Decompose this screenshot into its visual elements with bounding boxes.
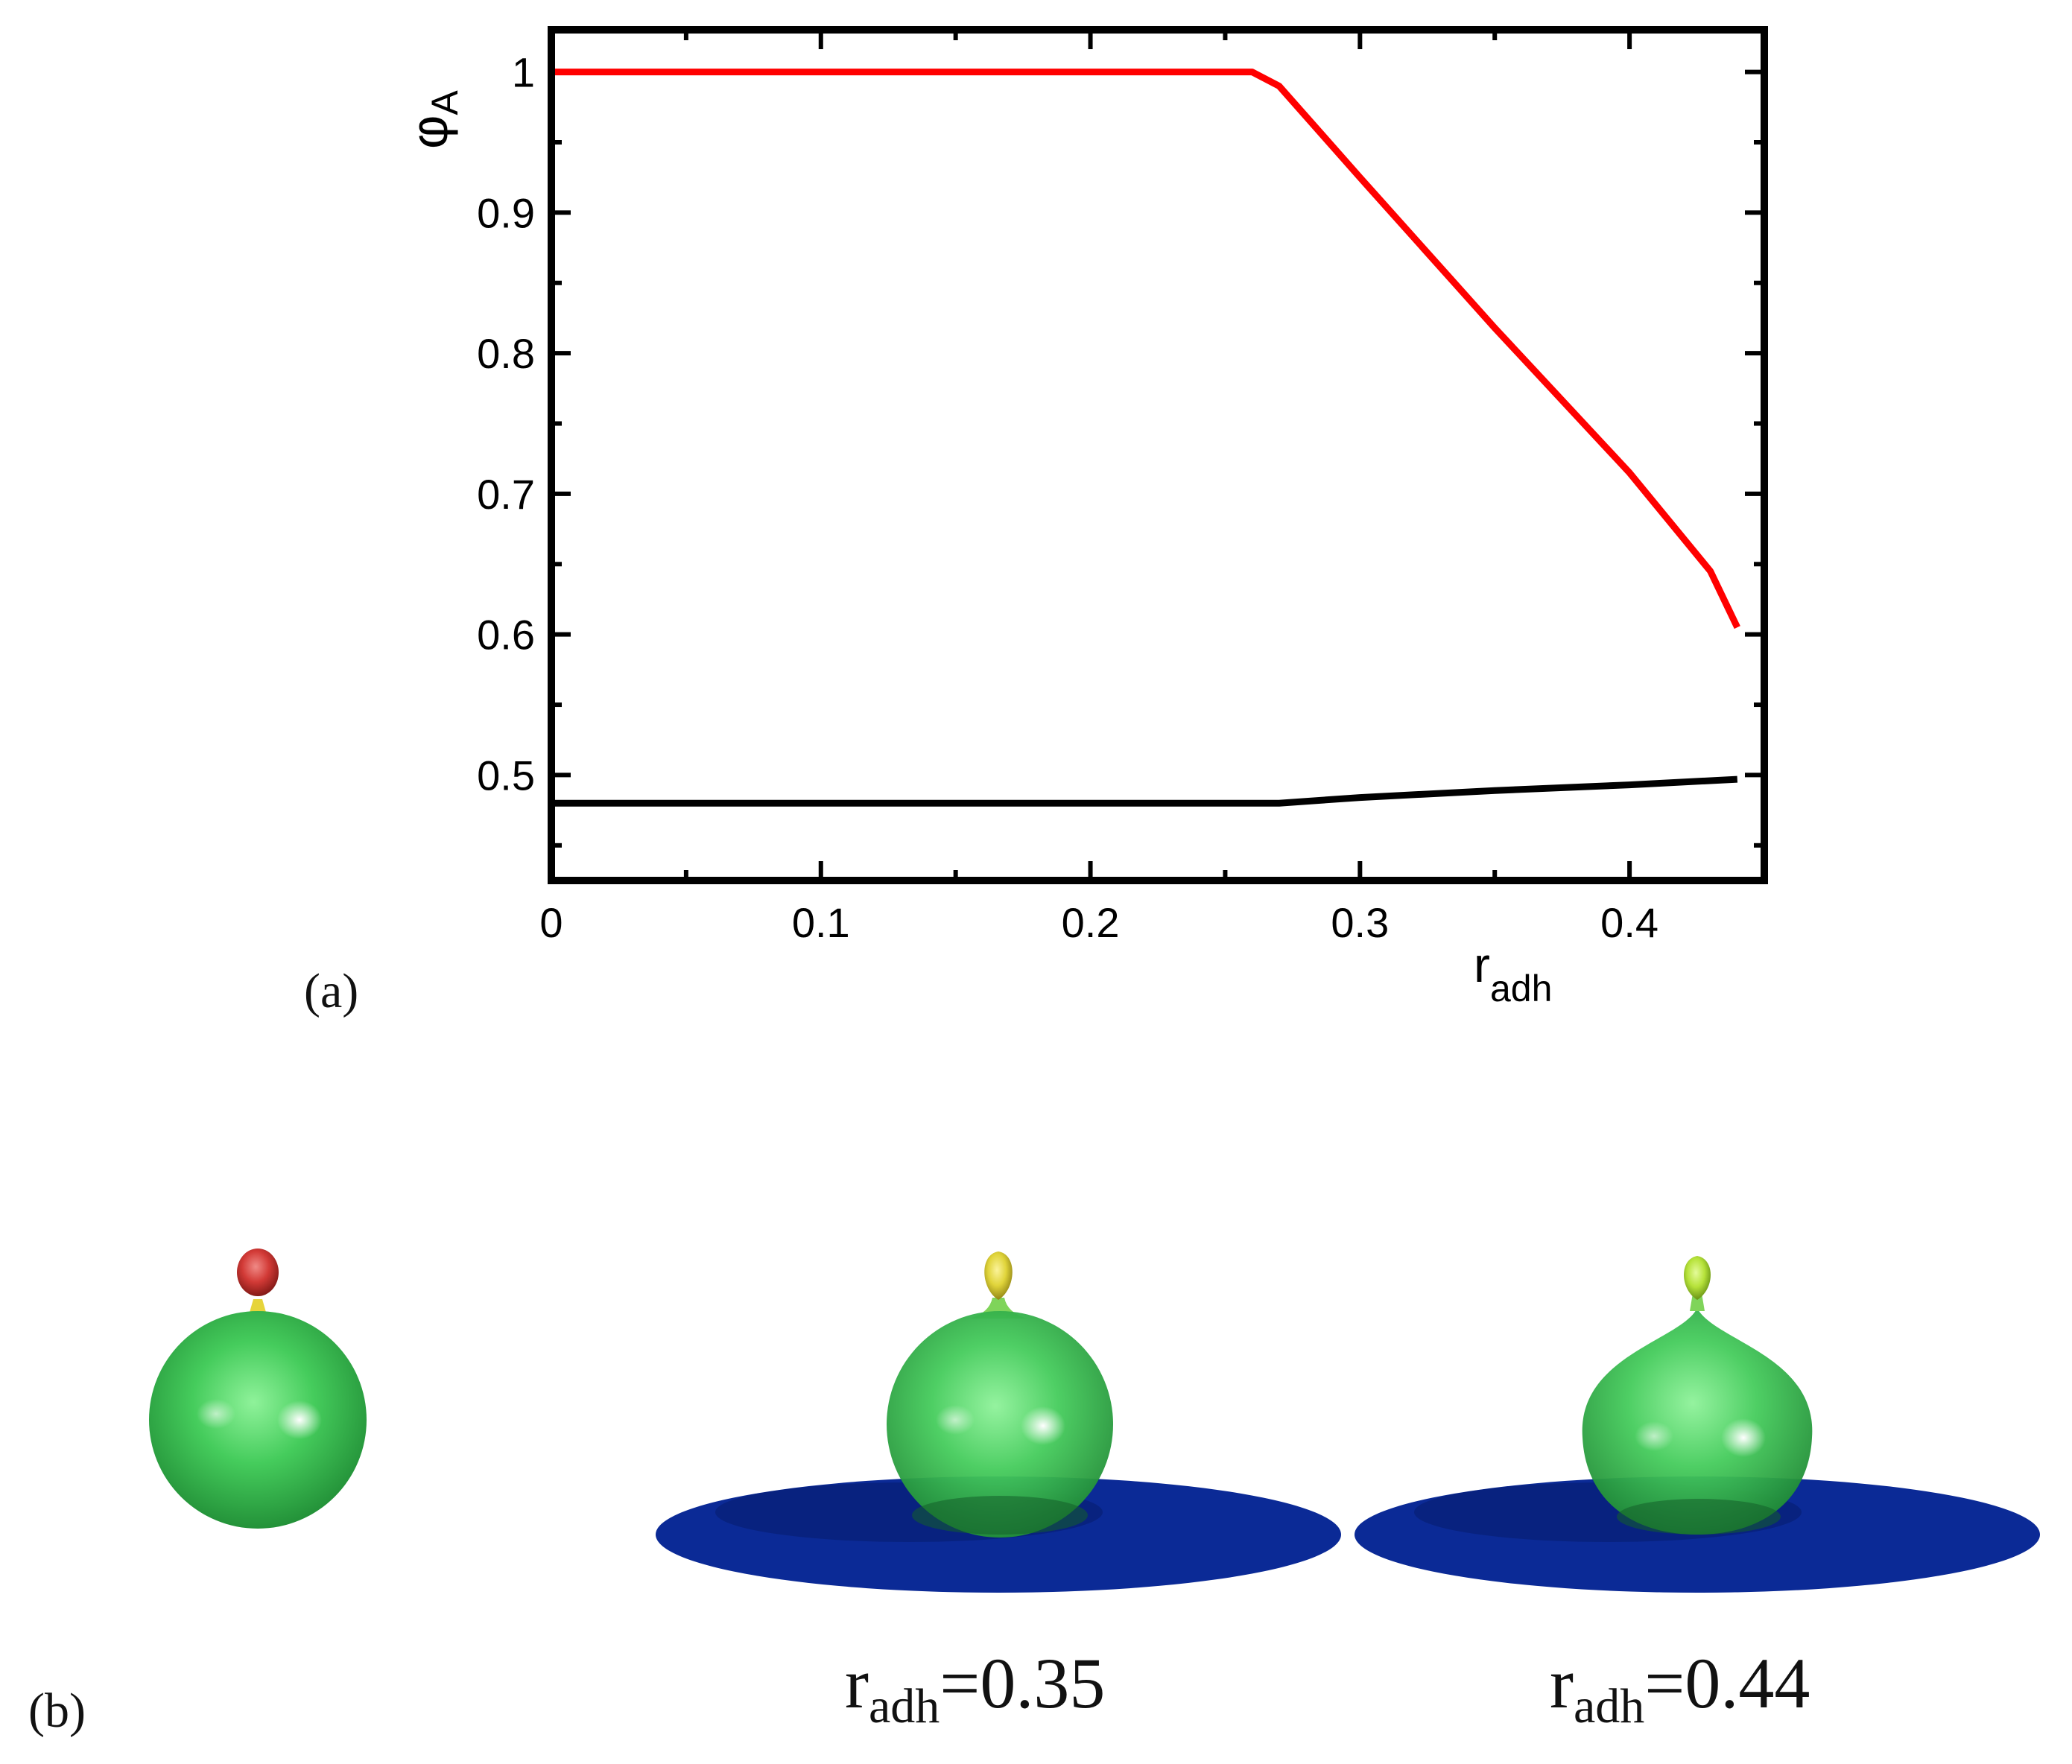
shape-caption-3: radh=0.44: [1550, 1643, 1810, 1733]
vesicle-cap-lime: [1684, 1256, 1711, 1300]
vesicle-contact-zone: [912, 1496, 1088, 1535]
y-tick-label: 0.6: [477, 612, 535, 659]
vesicle-highlight: [277, 1400, 322, 1439]
plot-frame: [548, 26, 1768, 884]
vesicle-cap-red: [237, 1249, 279, 1296]
y-tick-labels: 0.5 0.6 0.7 0.8 0.9 1: [477, 49, 535, 799]
x-tick-label: 0.4: [1600, 899, 1658, 946]
shape-caption-2: radh=0.35: [845, 1643, 1105, 1733]
data-series: [551, 69, 1740, 807]
series-line-2: [551, 775, 1738, 807]
vesicle-shape-adhered-2: [1355, 1256, 2040, 1593]
vesicle-highlight: [936, 1405, 975, 1435]
x-tick-label: 0.1: [792, 899, 850, 946]
vesicle-highlight: [1721, 1418, 1766, 1457]
vesicle-cap-yellow: [984, 1251, 1013, 1300]
y-tick-label: 0.5: [477, 752, 535, 799]
vesicle-highlight: [197, 1399, 235, 1429]
y-tick-label: 0.8: [477, 330, 535, 377]
x-tick-label: 0: [539, 899, 563, 946]
vesicle-shape-free: [149, 1249, 367, 1529]
vesicle-contact-zone: [1617, 1499, 1781, 1535]
x-tick-label: 0.3: [1331, 899, 1389, 946]
vesicle-shape-adhered-1: [656, 1251, 1341, 1593]
vesicle-body: [149, 1311, 367, 1529]
x-tick-labels: 0 0.1 0.2 0.3 0.4: [539, 899, 1658, 946]
y-tick-label: 1: [512, 49, 535, 96]
y-axis-title: φA: [400, 90, 466, 149]
panel-a-label: (a): [304, 964, 358, 1018]
y-tick-label: 0.9: [477, 189, 535, 236]
series-line-1: [551, 69, 1740, 629]
vesicle-body: [1582, 1308, 1813, 1535]
x-tick-label: 0.2: [1062, 899, 1120, 946]
x-axis-title: radh: [1474, 937, 1552, 1009]
vesicle-neck: [1690, 1293, 1705, 1311]
vesicle-highlight: [1635, 1421, 1673, 1451]
y-tick-label: 0.7: [477, 471, 535, 518]
vesicle-highlight: [1021, 1406, 1065, 1445]
panel-b-label: (b): [28, 1684, 86, 1738]
vesicle-body: [887, 1311, 1113, 1538]
